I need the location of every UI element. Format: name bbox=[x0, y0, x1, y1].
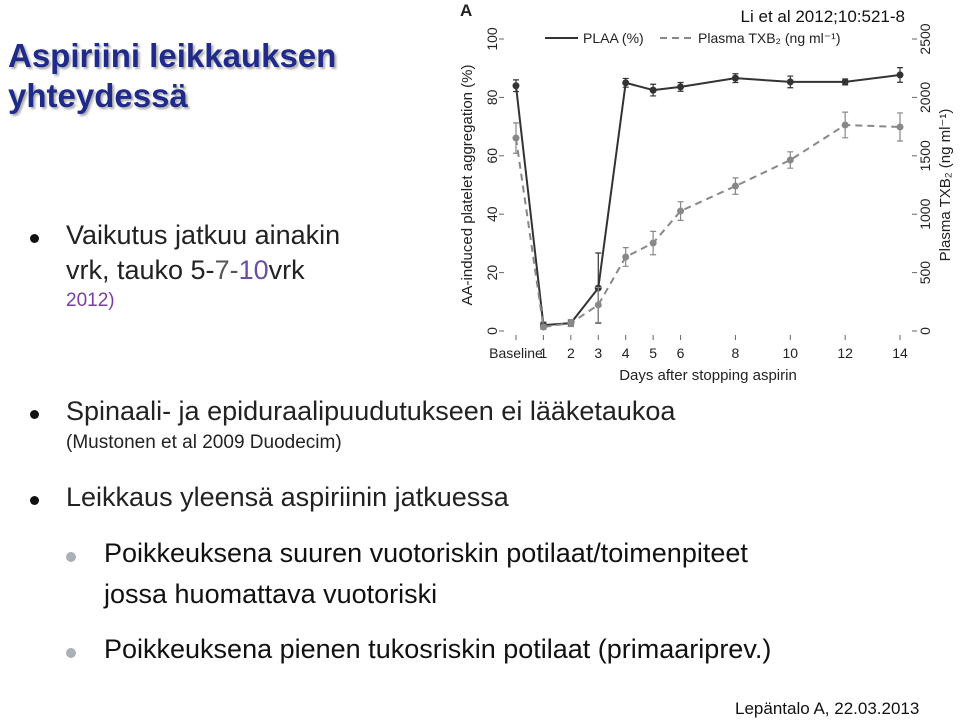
data-point bbox=[841, 78, 849, 86]
y2-tick-label: 500 bbox=[917, 261, 933, 285]
x-tick-label: 1 bbox=[540, 345, 548, 361]
y-tick-label: 0 bbox=[484, 327, 500, 335]
y-tick-label: 20 bbox=[484, 265, 500, 281]
data-point bbox=[649, 239, 657, 247]
data-point bbox=[786, 78, 794, 86]
y2-tick-label: 0 bbox=[917, 327, 933, 335]
legend-label: Plasma TXB₂ (ng ml⁻¹) bbox=[698, 30, 840, 46]
panel-label: A bbox=[460, 1, 472, 20]
bullet-dot bbox=[30, 496, 39, 505]
y-tick-label: 100 bbox=[484, 27, 500, 51]
text-run: (Mustonen et al 2009 Duodecim) bbox=[66, 432, 342, 453]
data-point bbox=[731, 74, 739, 82]
text-run: Spinaali- ja epiduraalipuudutukseen ei l… bbox=[66, 396, 676, 426]
x-tick-label: 3 bbox=[594, 345, 602, 361]
bullet-line: vrk, tauko 5-7-10vrk bbox=[66, 255, 305, 286]
data-point bbox=[896, 123, 904, 131]
data-point bbox=[731, 182, 739, 190]
sub-bullet-line: jossa huomattava vuotoriski bbox=[104, 579, 438, 609]
x-tick-label: 10 bbox=[783, 345, 799, 361]
x-tick-label: 14 bbox=[892, 345, 908, 361]
sub-bullet-dot bbox=[66, 552, 76, 562]
y-tick-label: 40 bbox=[484, 206, 500, 222]
data-point bbox=[622, 253, 630, 261]
y-tick-label: 80 bbox=[484, 89, 500, 105]
x-tick-label: Baseline bbox=[489, 345, 543, 361]
data-point bbox=[512, 134, 520, 142]
sub-bullet-dot bbox=[66, 648, 76, 658]
data-point bbox=[786, 156, 794, 164]
citation: Li et al 2012;10:521-8 bbox=[741, 7, 905, 26]
data-point bbox=[841, 121, 849, 129]
sub-bullet-line: Poikkeuksena pienen tukosriskin potilaat… bbox=[104, 634, 772, 664]
text-run: 10 bbox=[238, 255, 269, 285]
y2-axis-label: Plasma TXB₂ (ng ml⁻¹) bbox=[937, 109, 954, 262]
data-point bbox=[896, 71, 904, 79]
data-point bbox=[649, 86, 657, 94]
footer: Lepäntalo A, 22.03.2013 bbox=[735, 699, 920, 718]
x-axis-label: Days after stopping aspirin bbox=[619, 367, 797, 384]
x-tick-label: 12 bbox=[837, 345, 853, 361]
y-tick-label: 60 bbox=[484, 148, 500, 164]
chart: A Li et al 2012;10:521-8 Days after stoppi… bbox=[459, 1, 954, 384]
y-axis-label: AA-induced platelet aggregation (%) bbox=[459, 65, 476, 306]
text-run: 7- bbox=[214, 255, 239, 285]
series-line bbox=[514, 123, 901, 329]
y2-tick-label: 2000 bbox=[917, 82, 933, 113]
bullet-line: 2012) bbox=[66, 290, 115, 312]
text-run: vrk bbox=[268, 255, 305, 285]
data-point bbox=[677, 83, 685, 91]
data-point bbox=[622, 79, 630, 87]
bullet-line: Leikkaus yleensä aspiriinin jatkuessa bbox=[66, 482, 509, 513]
x-tick-label: 8 bbox=[732, 345, 740, 361]
text-run: Vaikutus jatkuu ainakin bbox=[66, 220, 341, 250]
bullet-line: Spinaali- ja epiduraalipuudutukseen ei l… bbox=[66, 396, 675, 427]
x-tick-label: 4 bbox=[622, 345, 630, 361]
data-point bbox=[567, 319, 575, 327]
x-tick-label: 2 bbox=[567, 345, 575, 361]
data-point bbox=[539, 323, 547, 331]
x-tick-label: 6 bbox=[677, 345, 685, 361]
text-run: 2012) bbox=[66, 290, 115, 311]
bullet-dot bbox=[30, 234, 39, 243]
text-run: vrk, tauko 5- bbox=[66, 255, 215, 285]
y2-tick-label: 1000 bbox=[917, 198, 933, 229]
y2-tick-label: 2500 bbox=[917, 23, 933, 54]
sub-bullet-line: Poikkeuksena suuren vuotoriskin potilaat… bbox=[104, 538, 748, 568]
bullet-line: (Mustonen et al 2009 Duodecim) bbox=[66, 432, 342, 454]
bullet-line: Vaikutus jatkuu ainakin bbox=[66, 220, 340, 251]
y2-tick-label: 1500 bbox=[917, 140, 933, 171]
bullet-dot bbox=[30, 410, 39, 419]
x-tick-label: 5 bbox=[649, 345, 657, 361]
data-point bbox=[677, 207, 685, 215]
legend-label: PLAA (%) bbox=[583, 30, 644, 46]
data-point bbox=[594, 301, 602, 309]
text-run: Leikkaus yleensä aspiriinin jatkuessa bbox=[66, 482, 509, 512]
data-point bbox=[512, 82, 520, 90]
slide-title: Aspiriini leikkauksen yhteydessä bbox=[8, 37, 337, 114]
